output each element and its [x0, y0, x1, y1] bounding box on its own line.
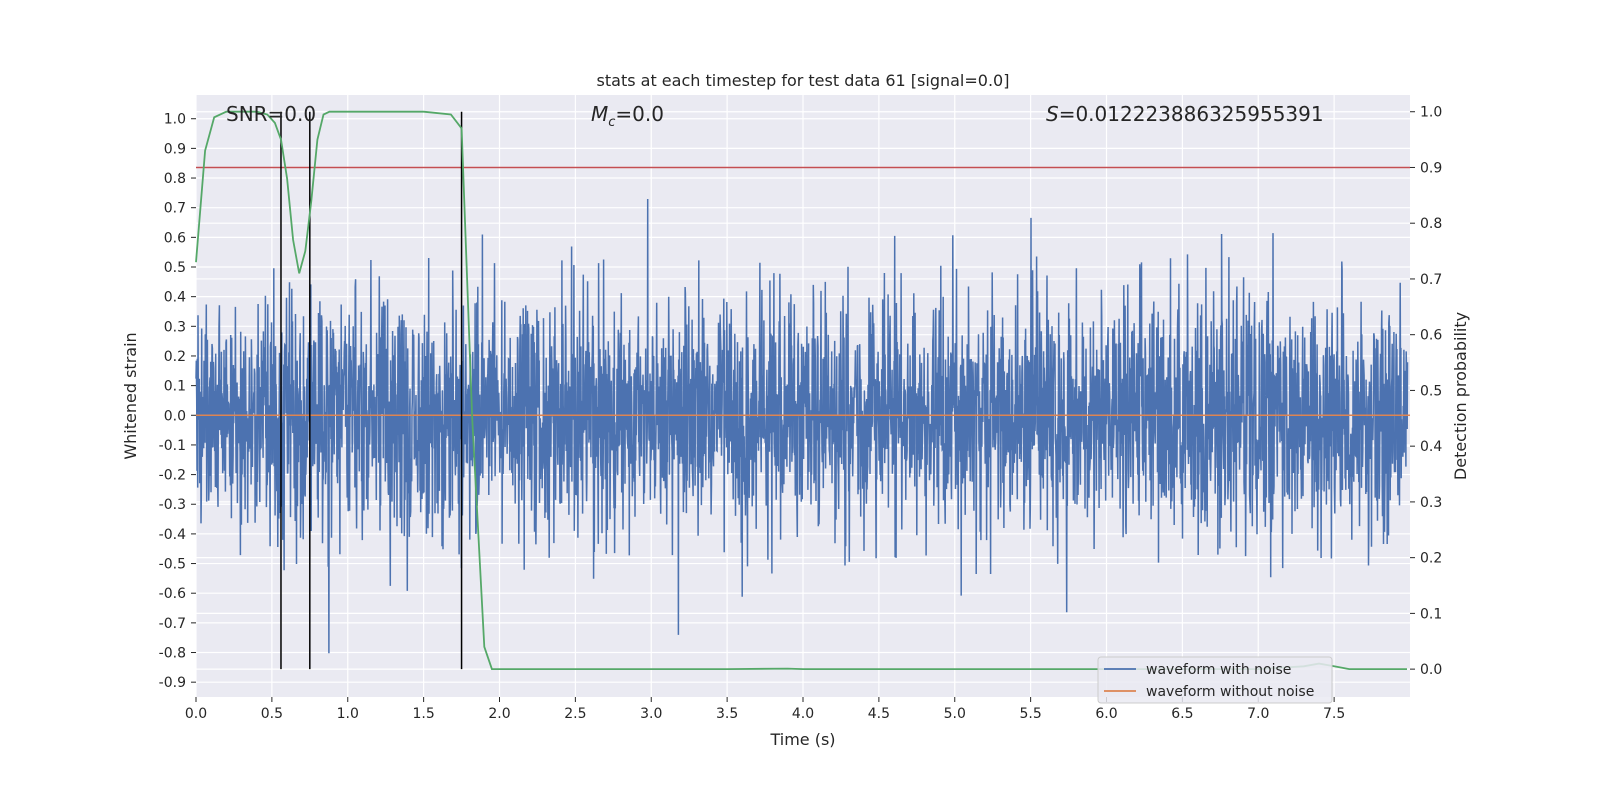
- y2-tick-label: 0.5: [1420, 383, 1442, 399]
- y-tick-label: -0.6: [159, 586, 186, 602]
- y-tick-label: -0.5: [159, 557, 186, 573]
- x-tick-label: 7.5: [1323, 706, 1345, 722]
- y-tick-label: -0.1: [159, 438, 186, 454]
- x-tick-label: 1.0: [337, 706, 359, 722]
- s-symbol: S: [1046, 102, 1059, 126]
- y-tick-label: 0.3: [164, 319, 186, 335]
- waveform-with-noise-series: [195, 198, 1409, 654]
- y2-axis-label: Detection probability: [1451, 312, 1470, 480]
- legend: waveform with noise waveform without noi…: [1097, 656, 1333, 704]
- legend-label-noise: waveform with noise: [1146, 662, 1291, 678]
- y-tick-label: 0.4: [164, 290, 186, 306]
- y-tick-label: -0.4: [159, 527, 186, 543]
- y-tick-label: 0.7: [164, 201, 186, 217]
- x-tick-label: 5.5: [1019, 706, 1041, 722]
- y-tick-label: 0.5: [164, 260, 186, 276]
- y2-tick-label: 0.0: [1420, 662, 1442, 678]
- y-tick-label: -0.2: [159, 468, 186, 484]
- x-tick-label: 3.0: [640, 706, 662, 722]
- y-axis-label: Whitened strain: [121, 332, 140, 459]
- x-tick-label: 4.5: [868, 706, 890, 722]
- snr-annotation: SNR=0.0: [226, 102, 316, 126]
- mc-annotation: Mc=0.0: [591, 102, 664, 130]
- y-tick-label: 0.9: [164, 141, 186, 157]
- y-tick-label: 0.0: [164, 408, 186, 424]
- y2-tick-label: 0.8: [1420, 216, 1442, 232]
- y2-tick-label: 0.1: [1420, 606, 1442, 622]
- y-tick-label: 0.2: [164, 349, 186, 365]
- mc-value: =0.0: [615, 102, 664, 126]
- s-annotation: S=0.012223886325955391: [1046, 102, 1324, 126]
- y2-tick-label: 0.4: [1420, 439, 1442, 455]
- y-tick-label: -0.3: [159, 497, 186, 513]
- x-tick-label: 1.5: [412, 706, 434, 722]
- y-tick-label: -0.8: [159, 646, 186, 662]
- noise-trace: [195, 198, 1409, 654]
- x-tick-label: 0.0: [185, 706, 207, 722]
- x-tick-label: 0.5: [261, 706, 283, 722]
- axes: 0.0 0.5 1.0 1.5 2.0 2.5 3.0 3.5 4.0 4.5 5.0 5.5 6.0 6…: [159, 105, 1443, 722]
- y-tick-label: 0.1: [164, 379, 186, 395]
- y2-tick-label: 0.6: [1420, 328, 1442, 344]
- y2-tick-label: 0.3: [1420, 495, 1442, 511]
- x-tick-label: 3.5: [716, 706, 738, 722]
- y2-tick-label: 1.0: [1420, 105, 1442, 121]
- x-axis-label: Time (s): [769, 730, 835, 749]
- y2-tick-label: 0.2: [1420, 551, 1442, 567]
- chart-title: stats at each timestep for test data 61 …: [597, 71, 1010, 90]
- y-tick-label: 0.8: [164, 171, 186, 187]
- mc-symbol: M: [591, 102, 608, 126]
- x-tick-label: 4.0: [792, 706, 814, 722]
- y-tick-label: -0.7: [159, 616, 186, 632]
- y-tick-label: 1.0: [164, 112, 186, 128]
- legend-box: [1097, 656, 1333, 704]
- mc-subscript: c: [608, 115, 615, 130]
- x-tick-label: 7.0: [1247, 706, 1269, 722]
- y-tick-label: -0.9: [159, 675, 186, 691]
- y2-tick-label: 0.9: [1420, 160, 1442, 176]
- y-tick-label: 0.6: [164, 230, 186, 246]
- s-value: =0.012223886325955391: [1059, 102, 1324, 126]
- x-tick-label: 2.5: [564, 706, 586, 722]
- x-tick-label: 6.5: [1171, 706, 1193, 722]
- legend-label-clean: waveform without noise: [1146, 684, 1314, 700]
- x-tick-label: 5.0: [944, 706, 966, 722]
- y2-tick-label: 0.7: [1420, 272, 1442, 288]
- x-tick-label: 6.0: [1095, 706, 1117, 722]
- x-tick-label: 2.0: [488, 706, 510, 722]
